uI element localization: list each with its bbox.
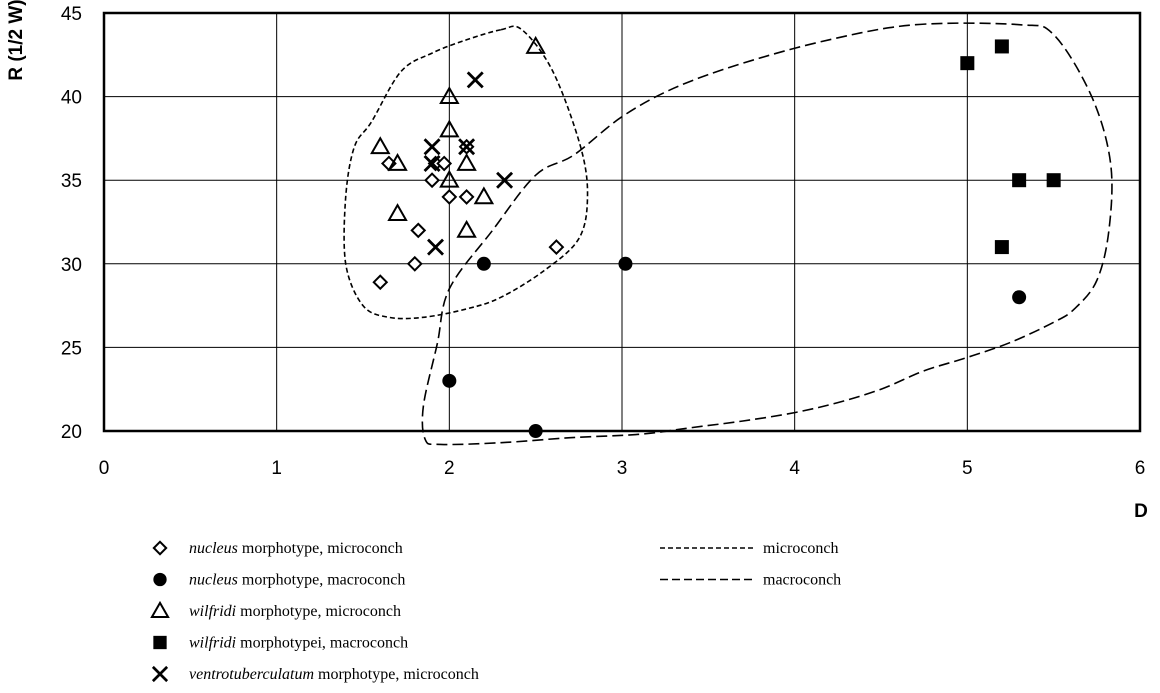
- data-point-x: [423, 154, 441, 172]
- data-point-circle-filled: [528, 424, 543, 438]
- y-axis-label: R (1/2 W): [6, 0, 27, 81]
- data-point-diamond-open: [458, 189, 475, 205]
- legend-label: nucleus morphotype, microconch: [189, 540, 403, 557]
- legend-label-italic: nucleus: [189, 540, 238, 557]
- data-point-triangle-open: [525, 35, 546, 54]
- legend-marker-square-filled: [153, 635, 167, 650]
- data-point-diamond-open: [548, 239, 565, 255]
- data-point-triangle-open: [439, 86, 460, 104]
- data-point-triangle-open: [370, 136, 391, 155]
- legend-label-italic: ventrotuberculatum: [189, 666, 314, 683]
- data-point-triangle-open: [456, 152, 477, 171]
- microconch-envelope: [343, 25, 589, 320]
- legend-label-microconch: microconch: [763, 540, 839, 557]
- data-point-square-filled: [994, 240, 1009, 255]
- y-tick-label: 45: [61, 4, 82, 25]
- data-point-x: [423, 138, 441, 156]
- legend-marker-x: [151, 665, 169, 683]
- legend-label-rest: morphotypei, macroconch: [236, 635, 408, 652]
- legend-label-rest: morphotype, microconch: [236, 603, 401, 620]
- data-point-x: [427, 238, 445, 256]
- legend-label-rest: morphotype, microconch: [314, 666, 479, 683]
- data-point-square-filled: [994, 39, 1009, 54]
- data-point-circle-filled: [442, 373, 457, 388]
- y-tick-label: 40: [61, 88, 82, 109]
- y-tick-labels: 20 25 30 35 40 45: [61, 4, 82, 443]
- data-point-circle-filled: [618, 256, 633, 271]
- legend-label: wilfridi morphotypei, macroconch: [189, 635, 408, 652]
- y-tick-label: 20: [61, 422, 82, 443]
- data-point-x: [466, 71, 484, 89]
- plot-frame: [102, 11, 1142, 433]
- data-point-diamond-open: [424, 172, 440, 189]
- data-point-square-filled: [1012, 173, 1027, 188]
- x-tick-label: 3: [617, 458, 628, 479]
- grid-lines: [104, 13, 1140, 431]
- data-point-diamond-open: [441, 189, 458, 205]
- data-point-x: [496, 171, 514, 189]
- data-point-triangle-open: [387, 203, 408, 222]
- legend-label-italic: wilfridi: [189, 635, 236, 652]
- legend-marker-triangle-open: [150, 600, 170, 619]
- data-point-x: [458, 138, 476, 156]
- legend-label: ventrotuberculatum morphotype, microconc…: [189, 666, 479, 683]
- data-point-square-filled: [1046, 173, 1061, 188]
- envelope-lines: [343, 22, 1113, 446]
- y-tick-label: 25: [61, 338, 82, 359]
- x-tick-label: 0: [99, 458, 110, 479]
- macroconch-envelope: [421, 22, 1113, 446]
- data-point-triangle-open: [387, 152, 408, 171]
- data-points: [370, 35, 1061, 438]
- legend-marker-diamond-open: [152, 540, 168, 556]
- legend-marker-circle-filled: [153, 572, 167, 587]
- x-tick-label: 6: [1135, 458, 1146, 479]
- data-point-diamond-open: [436, 155, 453, 172]
- data-point-diamond-open: [372, 274, 389, 291]
- legend-label-rest: morphotype, microconch: [238, 540, 403, 557]
- x-tick-label: 1: [271, 458, 282, 479]
- data-point-circle-filled: [1012, 290, 1027, 305]
- legend-label-rest: morphotype, macroconch: [238, 572, 406, 589]
- data-point-triangle-open: [473, 186, 495, 205]
- legend-label: wilfridi morphotype, microconch: [189, 603, 401, 620]
- data-point-square-filled: [960, 56, 975, 71]
- data-point-diamond-open: [406, 255, 423, 272]
- x-tick-label: 2: [444, 458, 455, 479]
- x-tick-labels: 0 1 2 3 4 5 6: [99, 458, 1146, 479]
- legend-label-italic: wilfridi: [189, 603, 236, 620]
- legend-label-macroconch: macroconch: [763, 572, 841, 589]
- legend-label: nucleus morphotype, macroconch: [189, 572, 405, 589]
- x-tick-label: 5: [962, 458, 973, 479]
- x-tick-label: 4: [789, 458, 800, 479]
- y-tick-label: 35: [61, 171, 82, 192]
- data-point-diamond-open: [410, 222, 427, 239]
- y-tick-label: 30: [61, 255, 82, 276]
- x-axis-label: D: [1134, 501, 1148, 522]
- data-point-triangle-open: [456, 219, 477, 238]
- data-point-circle-filled: [476, 256, 491, 271]
- data-point-triangle-open: [439, 119, 460, 138]
- legend-label-italic: nucleus: [189, 572, 238, 589]
- data-point-triangle-open: [439, 169, 460, 188]
